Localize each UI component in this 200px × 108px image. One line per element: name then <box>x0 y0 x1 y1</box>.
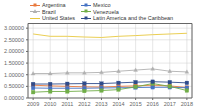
svg-text:2015: 2015 <box>130 101 142 107</box>
svg-text:0.50000: 0.50000 <box>8 83 24 89</box>
html-text:Latin America and the Caribbea: Latin America and the Caribbean <box>93 15 174 21</box>
svg-text:2010: 2010 <box>44 101 56 107</box>
svg-text:2018: 2018 <box>181 101 192 107</box>
svg-text:0.00000: 0.00000 <box>8 95 24 101</box>
html-text:Argentina: Argentina <box>42 2 66 8</box>
svg-text:2011: 2011 <box>61 101 73 107</box>
svg-text:2014: 2014 <box>112 101 124 107</box>
html-text:Venezuela: Venezuela <box>93 8 119 15</box>
svg-text:1.50000: 1.50000 <box>8 60 24 66</box>
svg-text:2013: 2013 <box>95 101 107 107</box>
svg-text:2009: 2009 <box>27 101 39 107</box>
html-text:United States: United States <box>42 15 75 21</box>
svg-text:2016: 2016 <box>147 101 159 107</box>
html-text:Brazil: Brazil <box>42 8 56 15</box>
svg-text:3.00000: 3.00000 <box>8 25 24 31</box>
svg-text:1.00000: 1.00000 <box>8 72 24 78</box>
svg-text:2017: 2017 <box>164 101 176 107</box>
svg-text:2.00000: 2.00000 <box>8 48 24 54</box>
svg-text:2012: 2012 <box>78 101 90 107</box>
html-text:Mexico: Mexico <box>93 2 111 8</box>
svg-text:2.50000: 2.50000 <box>8 37 24 43</box>
